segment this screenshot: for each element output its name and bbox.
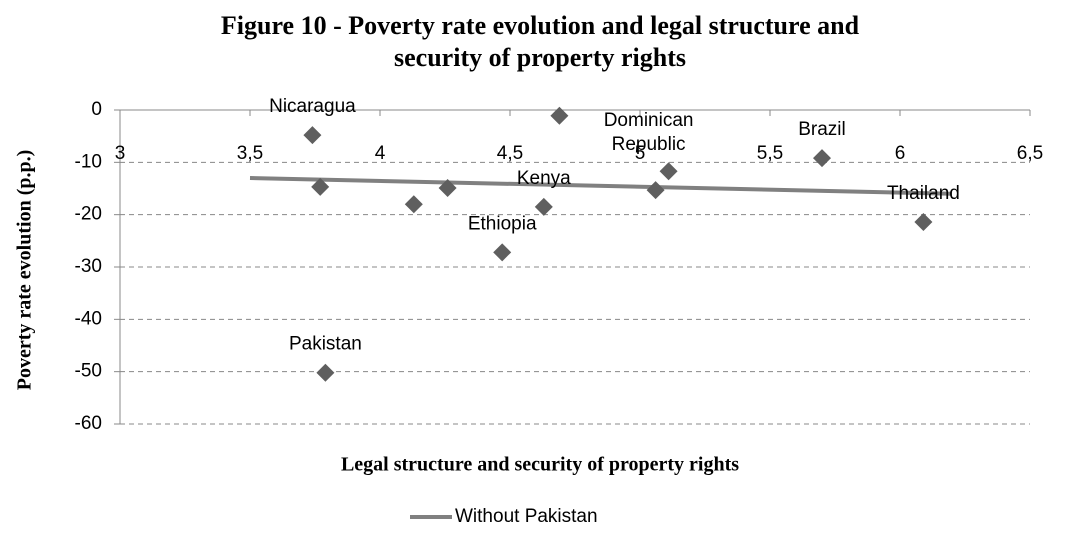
point-label: Dominican Republic	[604, 110, 694, 155]
y-tick-label: -30	[75, 256, 102, 277]
point-label: Ethiopia	[468, 213, 537, 234]
y-tick-label: -40	[75, 308, 102, 329]
y-tick-label: 0	[91, 99, 102, 120]
point	[316, 363, 335, 382]
y-tick-label: -10	[75, 151, 102, 172]
point	[404, 195, 423, 214]
point	[914, 212, 933, 231]
x-tick-label: 3,5	[237, 143, 263, 164]
x-tick-label: 6	[895, 143, 906, 164]
point	[550, 106, 569, 125]
x-tick-label: 6,5	[1017, 143, 1043, 164]
point	[303, 126, 322, 145]
point	[311, 177, 330, 196]
point	[659, 162, 678, 181]
point	[438, 178, 457, 197]
x-tick-label: 5,5	[757, 143, 783, 164]
chart-title: security of property rights	[394, 43, 686, 72]
x-tick-label: 3	[115, 143, 126, 164]
point-label: Thailand	[887, 183, 960, 204]
legend-label: Without Pakistan	[455, 506, 598, 527]
point-label: Kenya	[517, 168, 571, 189]
y-tick-label: -60	[75, 413, 102, 434]
point	[813, 149, 831, 168]
trend-line	[249, 176, 953, 196]
y-tick-label: -20	[75, 204, 102, 225]
point	[493, 243, 512, 262]
point-label: Pakistan	[289, 334, 362, 355]
point-label: Brazil	[798, 119, 846, 140]
y-tick-label: -50	[75, 361, 102, 382]
x-axis-label: Legal structure and security of property…	[341, 454, 739, 476]
point	[646, 181, 665, 200]
x-tick-label: 4	[375, 143, 386, 164]
chart-title: Figure 10 - Poverty rate evolution and l…	[221, 11, 860, 40]
x-tick-label: 4,5	[497, 143, 523, 164]
point	[534, 197, 553, 216]
point-label: Nicaragua	[269, 96, 356, 117]
y-axis-label: Poverty rate evolution (p.p.)	[14, 150, 36, 391]
x-tick-label: 5	[635, 143, 646, 164]
